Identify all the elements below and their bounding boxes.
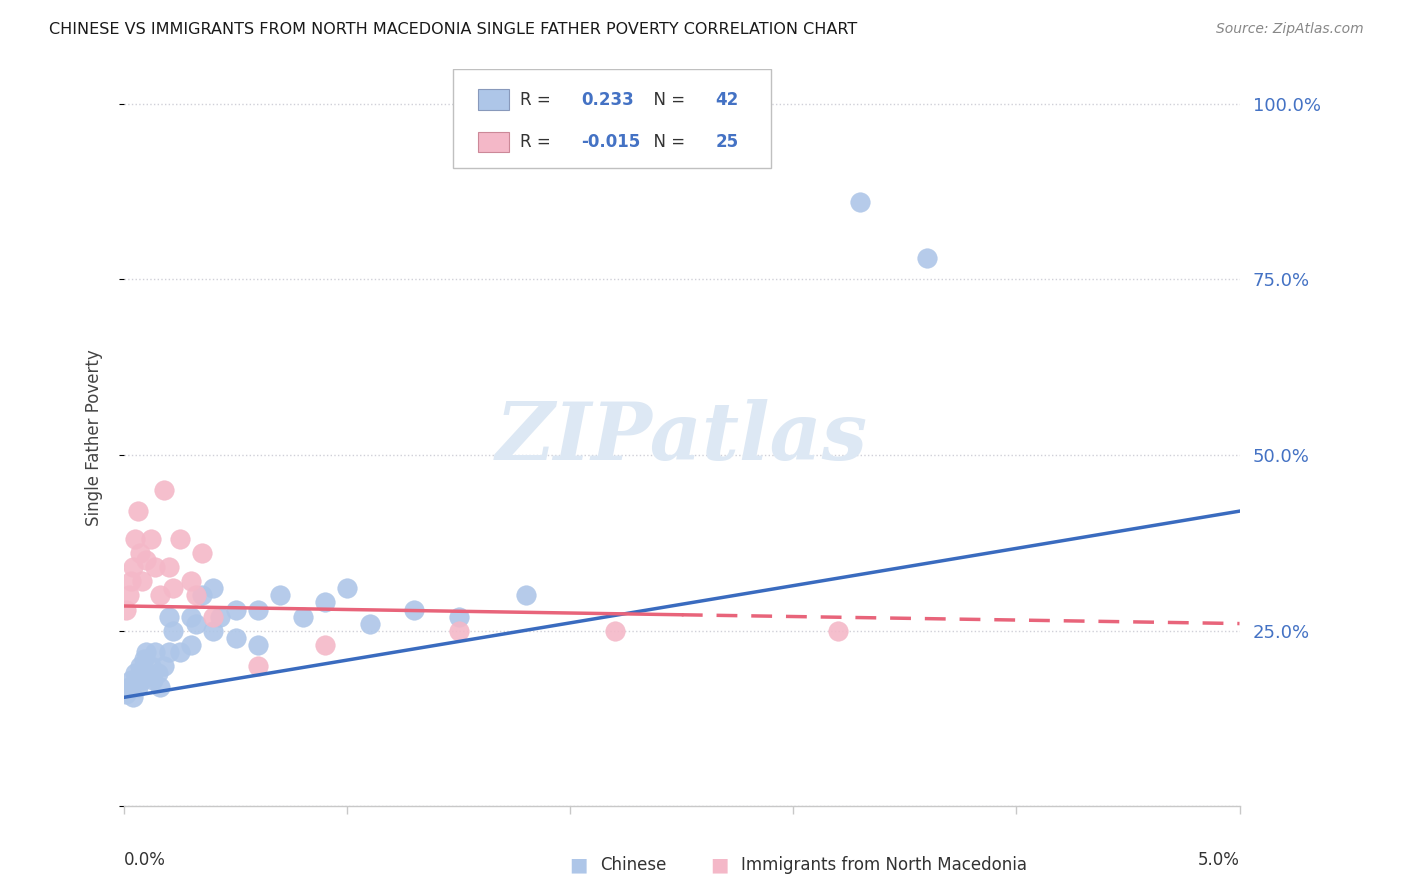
Point	[603, 624, 626, 638]
Point	[139, 658, 162, 673]
Point	[115, 687, 138, 701]
Point	[122, 560, 145, 574]
Point	[246, 638, 269, 652]
Text: CHINESE VS IMMIGRANTS FROM NORTH MACEDONIA SINGLE FATHER POVERTY CORRELATION CHA: CHINESE VS IMMIGRANTS FROM NORTH MACEDON…	[49, 22, 858, 37]
Point	[202, 624, 225, 638]
Point	[246, 658, 269, 673]
Text: R =: R =	[520, 133, 557, 151]
Point	[157, 609, 180, 624]
Point	[515, 589, 537, 603]
Text: Chinese: Chinese	[600, 856, 666, 874]
Text: 25: 25	[716, 133, 738, 151]
Point	[128, 658, 150, 673]
Point	[336, 582, 359, 596]
Point	[269, 589, 291, 603]
Point	[246, 602, 269, 616]
Point	[117, 680, 139, 694]
Text: Immigrants from North Macedonia: Immigrants from North Macedonia	[741, 856, 1026, 874]
Point	[153, 658, 176, 673]
Text: 0.0%: 0.0%	[124, 851, 166, 869]
Point	[124, 665, 146, 680]
Point	[149, 680, 172, 694]
Point	[180, 574, 202, 589]
Text: ■: ■	[710, 855, 728, 875]
Point	[149, 589, 172, 603]
Point	[359, 616, 381, 631]
FancyBboxPatch shape	[453, 69, 770, 168]
Point	[827, 624, 849, 638]
Point	[145, 560, 167, 574]
Point	[115, 602, 138, 616]
Point	[180, 638, 202, 652]
Point	[184, 589, 207, 603]
Point	[314, 638, 336, 652]
Point	[145, 645, 167, 659]
Point	[184, 616, 207, 631]
Point	[135, 645, 157, 659]
Point	[169, 533, 191, 547]
Text: -0.015: -0.015	[582, 133, 641, 151]
Point	[209, 609, 232, 624]
Text: 42: 42	[716, 91, 738, 109]
Point	[117, 589, 139, 603]
Point	[157, 560, 180, 574]
Point	[849, 194, 872, 209]
FancyBboxPatch shape	[478, 89, 509, 110]
Text: R =: R =	[520, 91, 561, 109]
Point	[162, 582, 184, 596]
Point	[157, 645, 180, 659]
Point	[404, 602, 426, 616]
Point	[120, 673, 142, 687]
Point	[314, 595, 336, 609]
Point	[120, 574, 142, 589]
Point	[225, 602, 247, 616]
Point	[127, 504, 149, 518]
Point	[153, 483, 176, 497]
Point	[202, 609, 225, 624]
Point	[135, 665, 157, 680]
Text: 0.233: 0.233	[582, 91, 634, 109]
Point	[915, 251, 938, 265]
Text: ■: ■	[569, 855, 588, 875]
Point	[131, 673, 153, 687]
FancyBboxPatch shape	[478, 132, 509, 153]
Point	[124, 533, 146, 547]
Point	[139, 533, 162, 547]
Point	[146, 665, 169, 680]
Text: Source: ZipAtlas.com: Source: ZipAtlas.com	[1216, 22, 1364, 37]
Point	[225, 631, 247, 645]
Point	[169, 645, 191, 659]
Point	[135, 553, 157, 567]
Point	[128, 546, 150, 560]
Text: N =: N =	[643, 133, 690, 151]
Point	[127, 680, 149, 694]
Point	[447, 609, 470, 624]
Text: ZIPatlas: ZIPatlas	[496, 399, 868, 476]
Point	[134, 651, 156, 665]
Text: N =: N =	[643, 91, 690, 109]
Point	[142, 673, 165, 687]
Point	[191, 546, 214, 560]
Text: 5.0%: 5.0%	[1198, 851, 1240, 869]
Point	[131, 574, 153, 589]
Point	[291, 609, 314, 624]
Point	[162, 624, 184, 638]
Y-axis label: Single Father Poverty: Single Father Poverty	[86, 349, 103, 525]
Point	[202, 582, 225, 596]
Point	[180, 609, 202, 624]
Point	[122, 690, 145, 705]
Point	[191, 589, 214, 603]
Point	[447, 624, 470, 638]
